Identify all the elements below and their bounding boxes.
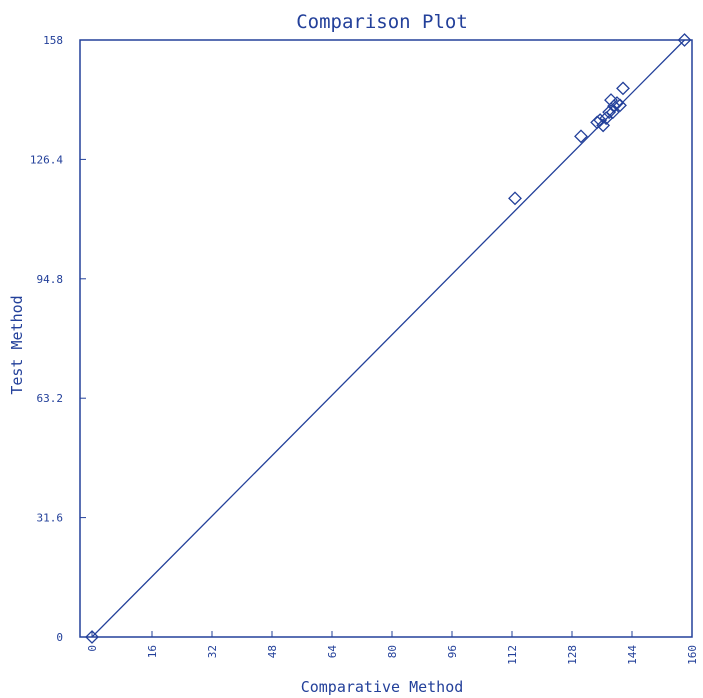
point (677, 33, 692, 47)
point (605, 105, 620, 120)
point (616, 81, 630, 96)
y-tick-label: 158 (43, 34, 63, 47)
point (590, 115, 605, 130)
x-tick-label: 64 (326, 645, 339, 659)
identity-line (91, 39, 685, 638)
y-tick-label: 126.4 (30, 153, 63, 166)
x-tick-label: 144 (626, 645, 639, 665)
y-tick-label: 63.2 (37, 392, 64, 405)
x-axis-label: Comparative Method (301, 678, 464, 696)
x-tick-label: 160 (686, 645, 699, 665)
y-axis-label: Test Method (8, 295, 26, 394)
plot-frame (79, 39, 693, 638)
x-tick-label: 112 (506, 645, 519, 665)
point (593, 113, 608, 128)
x-tick-label: 0 (86, 645, 99, 652)
point (613, 98, 627, 113)
y-tick-label: 0 (56, 631, 63, 644)
point (604, 93, 618, 107)
chart-title: Comparison Plot (296, 11, 468, 33)
y-tick-label: 31.6 (37, 512, 64, 525)
x-tick-label: 96 (446, 645, 459, 658)
x-tick-label: 128 (566, 645, 579, 665)
point (508, 191, 522, 206)
point (85, 630, 99, 644)
x-tick-label: 80 (386, 645, 399, 658)
x-tick-label: 16 (146, 645, 159, 658)
x-tick-label: 48 (266, 645, 279, 658)
point (602, 105, 617, 120)
point (607, 99, 621, 114)
x-tick-label: 32 (206, 645, 219, 658)
y-tick-label: 94.8 (37, 273, 64, 286)
point (574, 129, 588, 144)
